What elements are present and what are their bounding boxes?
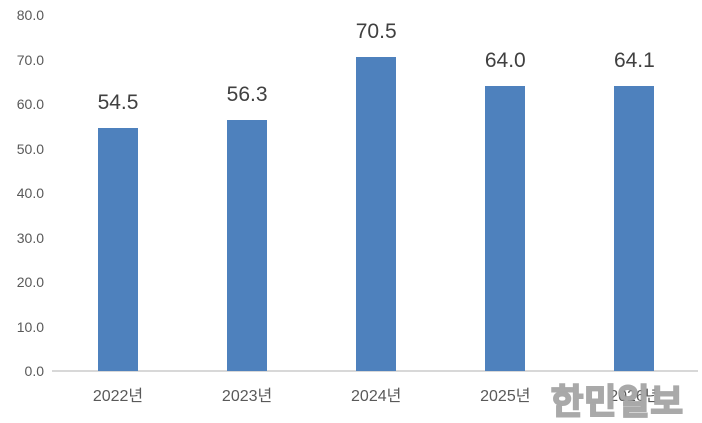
y-axis-tick-label: 40.0: [16, 185, 44, 201]
y-axis-tick-label: 10.0: [16, 318, 44, 335]
watermark: 한민일보: [550, 382, 684, 423]
bar: [227, 120, 268, 371]
y-axis-tick-label: 0.0: [24, 363, 44, 379]
data-label: 56.3: [226, 83, 268, 107]
y-axis-tick-label: 70.0: [16, 51, 44, 68]
x-axis-label: 2025년: [480, 388, 531, 405]
bar: [485, 86, 526, 371]
data-label: 70.5: [355, 20, 397, 44]
data-label: 54.5: [97, 91, 139, 115]
bar: [98, 128, 138, 371]
bar: [614, 85, 655, 371]
x-axis-label: 2023년: [221, 388, 273, 405]
y-axis-tick-label: 30.0: [16, 229, 44, 246]
x-axis-line: [52, 370, 698, 372]
y-axis-tick-label: 80.0: [16, 7, 44, 23]
data-label: 64.0: [484, 49, 526, 73]
x-axis-label: 2022년: [92, 388, 144, 405]
x-axis-label: 2026년: [609, 388, 660, 405]
data-label: 64.1: [613, 48, 655, 72]
bar: [356, 57, 397, 371]
y-axis-tick-label: 50.0: [16, 140, 44, 157]
y-axis-tick-label: 60.0: [16, 96, 44, 112]
y-axis-tick-label: 20.0: [16, 274, 44, 290]
x-axis-label: 2024년: [351, 388, 402, 405]
